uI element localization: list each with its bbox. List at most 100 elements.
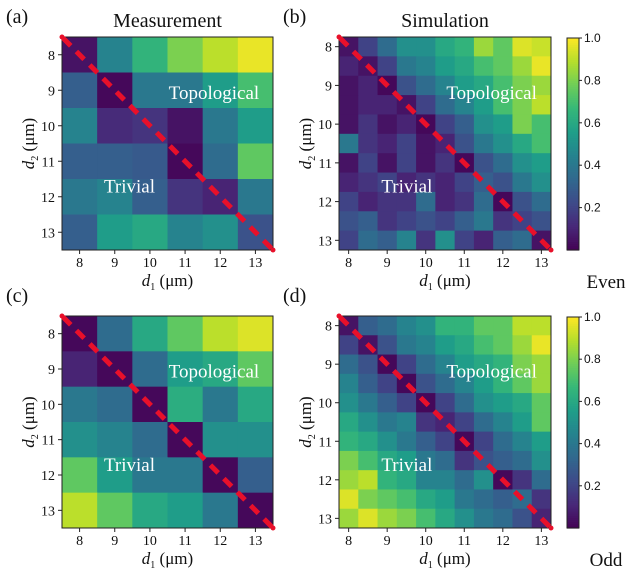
colorbar-segment	[567, 376, 579, 379]
colorbar-segment	[567, 116, 579, 120]
heatmap-cell	[396, 114, 417, 135]
heatmap-cell	[531, 114, 552, 135]
heatmap-cell	[396, 56, 417, 77]
colorbar-segment	[567, 323, 579, 327]
colorbar-label: Even	[586, 272, 626, 293]
colorbar-segment	[567, 471, 579, 474]
heatmap-cell	[454, 316, 475, 336]
colorbar-segment	[567, 46, 579, 50]
colorbar-segment	[567, 160, 579, 164]
heatmap-cell	[416, 37, 436, 57]
heatmap-cell	[531, 470, 552, 490]
heatmap-cell	[396, 431, 417, 452]
heatmap-cell	[97, 316, 133, 352]
heatmap-cell	[62, 214, 98, 251]
heatmap-cell	[531, 335, 552, 356]
panel-label: (c)	[6, 285, 28, 307]
colorbar-segment	[567, 445, 579, 449]
colorbar-tick-label: 1.0	[584, 310, 601, 324]
heatmap-cell	[339, 211, 359, 232]
heatmap-cell	[435, 56, 456, 77]
colorbar-segment	[567, 384, 579, 388]
heatmap-cell	[377, 37, 398, 57]
x-tick-label: 13	[248, 256, 262, 271]
x-tick-label: 10	[143, 256, 157, 271]
colorbar-segment	[567, 325, 579, 329]
colorbar-segment	[567, 59, 579, 62]
colorbar-segment	[567, 350, 579, 354]
y-axis-label: d2 (μm)	[19, 396, 41, 447]
colorbar-segment	[567, 91, 579, 94]
heatmap-cell	[512, 412, 533, 433]
heatmap-cell	[493, 133, 513, 154]
heatmap-cell	[435, 114, 456, 135]
heatmap-cell	[237, 143, 274, 180]
heatmap-cell	[512, 431, 533, 452]
colorbar-segment	[567, 245, 579, 249]
heatmap-cell	[339, 354, 359, 375]
colorbar-segment	[567, 378, 579, 381]
heatmap-cell	[416, 191, 436, 212]
colorbar-segment	[567, 357, 579, 360]
colorbar-segment	[567, 504, 579, 508]
colorbar-segment	[567, 479, 579, 483]
colorbar-segment	[567, 67, 579, 71]
heatmap-cell	[167, 214, 204, 251]
y-tick-label: 12	[41, 469, 55, 484]
heatmap-cell	[473, 489, 494, 510]
heatmap-cell	[97, 351, 133, 388]
heatmap-cell	[132, 72, 168, 109]
colorbar-segment	[567, 241, 579, 245]
colorbar-frame	[566, 316, 580, 529]
heatmap-cell	[512, 191, 533, 212]
heatmap-cell	[473, 56, 494, 77]
heatmap-cell	[132, 316, 168, 352]
colorbar-segment	[567, 452, 579, 455]
colorbar-segment	[567, 492, 579, 495]
colorbar-segment	[567, 216, 579, 219]
heatmap-cell	[377, 230, 398, 251]
heatmap-cell	[132, 214, 168, 251]
colorbar-segment	[567, 327, 579, 331]
colorbar-segment	[567, 69, 579, 73]
heatmap-cell	[435, 335, 456, 356]
y-tick-label: 13	[318, 234, 332, 249]
x-tick-label: 13	[534, 534, 548, 549]
heatmap-cell	[132, 492, 168, 529]
heatmap-cell	[358, 230, 379, 251]
heatmap-cell	[97, 72, 133, 109]
heatmap-cell	[435, 393, 456, 413]
colorbar-segment	[567, 131, 579, 134]
y-tick-label: 8	[48, 328, 55, 343]
heatmap-cell	[416, 56, 436, 77]
heatmap-cell	[62, 422, 98, 458]
x-tick-label: 12	[213, 256, 227, 271]
heatmap-cell	[531, 95, 552, 115]
heatmap-cell	[358, 470, 379, 490]
heatmap-cell	[339, 450, 359, 471]
heatmap-cell	[237, 37, 274, 73]
heatmap-cell	[202, 457, 239, 494]
heatmap-cell	[62, 492, 98, 529]
heatmap-cell	[454, 450, 475, 471]
heatmap-cell	[493, 450, 513, 471]
heatmap-cell	[396, 230, 417, 251]
heatmap-cell	[493, 412, 513, 433]
y-axis-label: d2 (μm)	[296, 118, 318, 169]
heatmap-cell	[416, 75, 436, 96]
colorbar-segment	[567, 243, 579, 247]
colorbar-segment	[567, 218, 579, 221]
heatmap-cell	[358, 450, 379, 471]
y-tick-label: 11	[319, 435, 332, 450]
heatmap-cell	[237, 179, 274, 215]
heatmap-cell	[358, 37, 379, 57]
colorbar-segment	[567, 129, 579, 132]
x-tick-label: 8	[76, 256, 83, 271]
heatmap-cell	[473, 393, 494, 413]
heatmap-cell	[493, 393, 513, 413]
colorbar-segment	[567, 156, 579, 160]
heatmap-cell	[202, 179, 239, 215]
heatmap-cell	[416, 508, 436, 529]
colorbar-tick-label: 0.4	[584, 437, 601, 451]
colorbar-segment	[567, 382, 579, 386]
